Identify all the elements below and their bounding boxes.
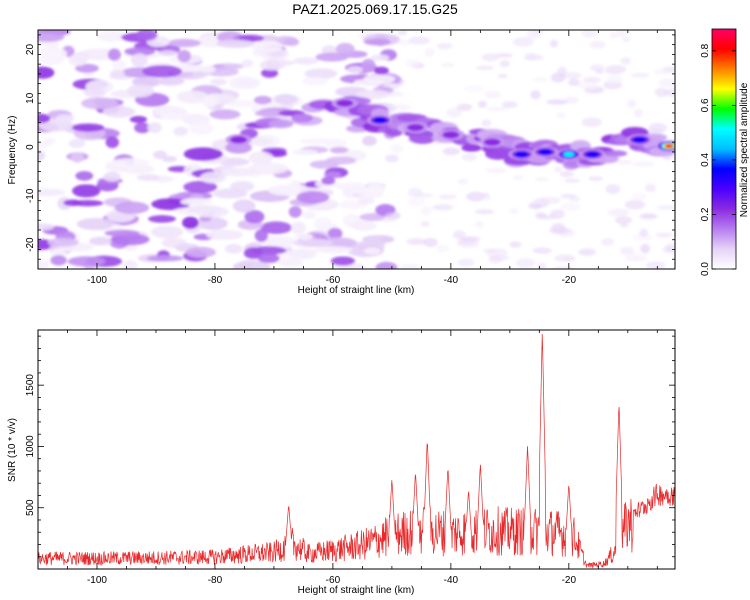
y-tick-label: 10 — [25, 92, 36, 104]
x-tick-label: -80 — [208, 275, 223, 286]
colorbar-tick-label: 0.2 — [700, 207, 711, 221]
colorbar-tick-label: 0.6 — [700, 98, 711, 112]
figure-title: PAZ1.2025.069.17.15.G25 — [292, 1, 458, 17]
colorbar-label: Normalized spectral amplitude — [739, 82, 750, 217]
x-tick-label: -100 — [87, 275, 107, 286]
x-tick-label: -20 — [562, 275, 577, 286]
x-tick-label: -20 — [562, 575, 577, 586]
snr-frame — [37, 329, 676, 570]
x-tick-label: -40 — [444, 275, 459, 286]
y-tick-label: 500 — [25, 499, 36, 516]
y-tick-label: -10 — [25, 188, 36, 203]
x-tick-label: -60 — [326, 575, 341, 586]
y-tick-label: 1500 — [25, 374, 36, 397]
colorbar-gradient — [711, 28, 737, 270]
y-tick-label: -20 — [25, 237, 36, 252]
colorbar: 0.0 0.2 0.4 0.6 0.8 Normalized spectral ampl… — [700, 28, 750, 276]
spectrogram-xlabel: Height of straight line (km) — [298, 285, 415, 296]
spectrogram-frame — [37, 29, 676, 270]
x-tick-label: -60 — [326, 275, 341, 286]
colorbar-tick-label: 0.4 — [700, 153, 711, 167]
snr-ylabel: SNR (10 * v/v) — [7, 418, 18, 482]
spectrogram-heatmap — [38, 30, 675, 269]
colorbar-ticks: 0.0 0.2 0.4 0.6 0.8 — [700, 43, 736, 276]
snr-ticks: -100 -80 -60 -40 -20 500 1000 1500 — [25, 330, 675, 586]
y-tick-label: 1000 — [25, 435, 36, 458]
colorbar-tick-label: 0.8 — [700, 43, 711, 57]
x-tick-label: -100 — [87, 575, 107, 586]
x-tick-label: -80 — [208, 575, 223, 586]
snr-xlabel: Height of straight line (km) — [298, 585, 415, 596]
y-tick-label: 20 — [25, 44, 36, 56]
x-tick-label: -40 — [444, 575, 459, 586]
snr-series-line — [38, 333, 675, 569]
colorbar-tick-label: 0.0 — [700, 262, 711, 276]
spectrogram-ylabel: Frequency (Hz) — [7, 116, 18, 185]
snr-panel: -100 -80 -60 -40 -20 500 1000 1500 Height of st… — [7, 329, 676, 596]
y-tick-label: 0 — [25, 144, 36, 150]
